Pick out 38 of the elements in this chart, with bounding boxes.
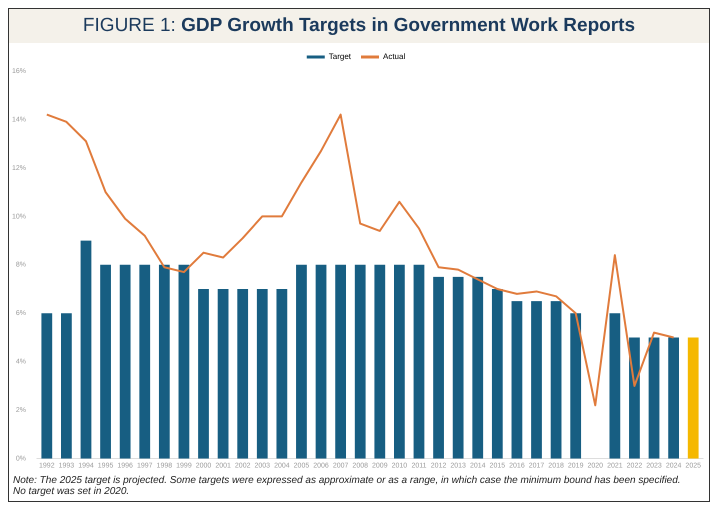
bar: [237, 289, 248, 459]
bar: [316, 264, 326, 459]
bar: [394, 264, 405, 459]
bar: [139, 264, 150, 459]
bar: [550, 301, 562, 459]
bar: [335, 264, 346, 459]
bar: [41, 313, 52, 459]
bar: [296, 264, 307, 459]
bar: [648, 337, 660, 459]
bar: [492, 289, 503, 459]
bar: [120, 264, 131, 459]
bar: [158, 264, 170, 459]
bar: [354, 264, 366, 459]
bar: [218, 289, 228, 459]
bar: [570, 313, 582, 459]
bar: [100, 264, 111, 459]
text: Note: The 2025 target is projected. Some targets were expressed as approximate or as a range, in which case the minimum bound has been specified.: [13, 475, 682, 486]
bar: [198, 289, 209, 459]
bar: [688, 337, 699, 459]
chart-title: FIGURE 1: GDP Growth Targets in Government Work Reports: [82, 15, 636, 36]
legend-label: Target: [328, 52, 352, 62]
bar: [609, 313, 620, 459]
bar: [256, 289, 268, 459]
bar: [374, 264, 386, 459]
bar: [668, 337, 680, 459]
bar: [629, 337, 640, 459]
bar: [472, 276, 484, 459]
bar: [80, 240, 92, 459]
bar: [414, 264, 424, 459]
bar: [512, 301, 522, 459]
bar: [276, 289, 288, 459]
text: No target was set in 2020.: [13, 486, 130, 497]
legend-label: Actual: [383, 52, 406, 62]
bar: [178, 264, 190, 459]
bar: [531, 301, 542, 459]
bar: [433, 276, 444, 459]
bar: [452, 276, 464, 459]
bar: [61, 313, 72, 459]
